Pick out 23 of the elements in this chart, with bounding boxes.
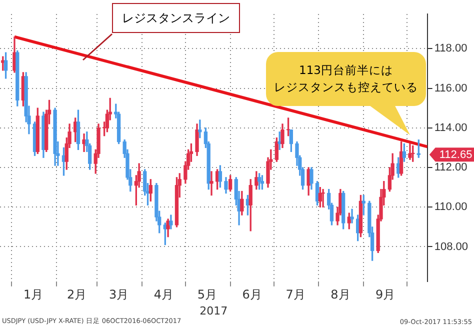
x-tick-label: 8月 bbox=[330, 288, 350, 302]
x-tick-label: 6月 bbox=[242, 288, 262, 302]
y-tick-label: 110.00 bbox=[434, 201, 468, 214]
x-tick-label: 2月 bbox=[66, 288, 87, 302]
annotation: レジスタンスも控えている bbox=[274, 79, 418, 96]
annotation: 113円台前半には bbox=[299, 62, 393, 79]
y-tick-label: 116.00 bbox=[434, 82, 468, 94]
x-tick-label: 4月 bbox=[154, 288, 174, 302]
y-tick-label: 114.00 bbox=[434, 122, 468, 134]
candlestick bbox=[210, 171, 214, 196]
y-tick-label: 108.00 bbox=[434, 240, 468, 253]
x-tick-label: 7月 bbox=[286, 288, 306, 302]
y-tick-label: 118.00 bbox=[434, 42, 468, 55]
x-axis-title: 2017 bbox=[200, 304, 228, 318]
x-tick-label: 3月 bbox=[108, 288, 129, 302]
x-tick-label: 1月 bbox=[24, 288, 44, 302]
candlestick bbox=[321, 188, 325, 208]
annotation: 112.65 bbox=[439, 149, 472, 162]
annotation: レジスタンスライン bbox=[112, 3, 240, 33]
candlestick bbox=[350, 208, 354, 224]
y-tick-label: 112.00 bbox=[434, 162, 468, 174]
x-tick-label: 9月 bbox=[376, 288, 396, 302]
x-tick-label: 5月 bbox=[197, 288, 217, 302]
